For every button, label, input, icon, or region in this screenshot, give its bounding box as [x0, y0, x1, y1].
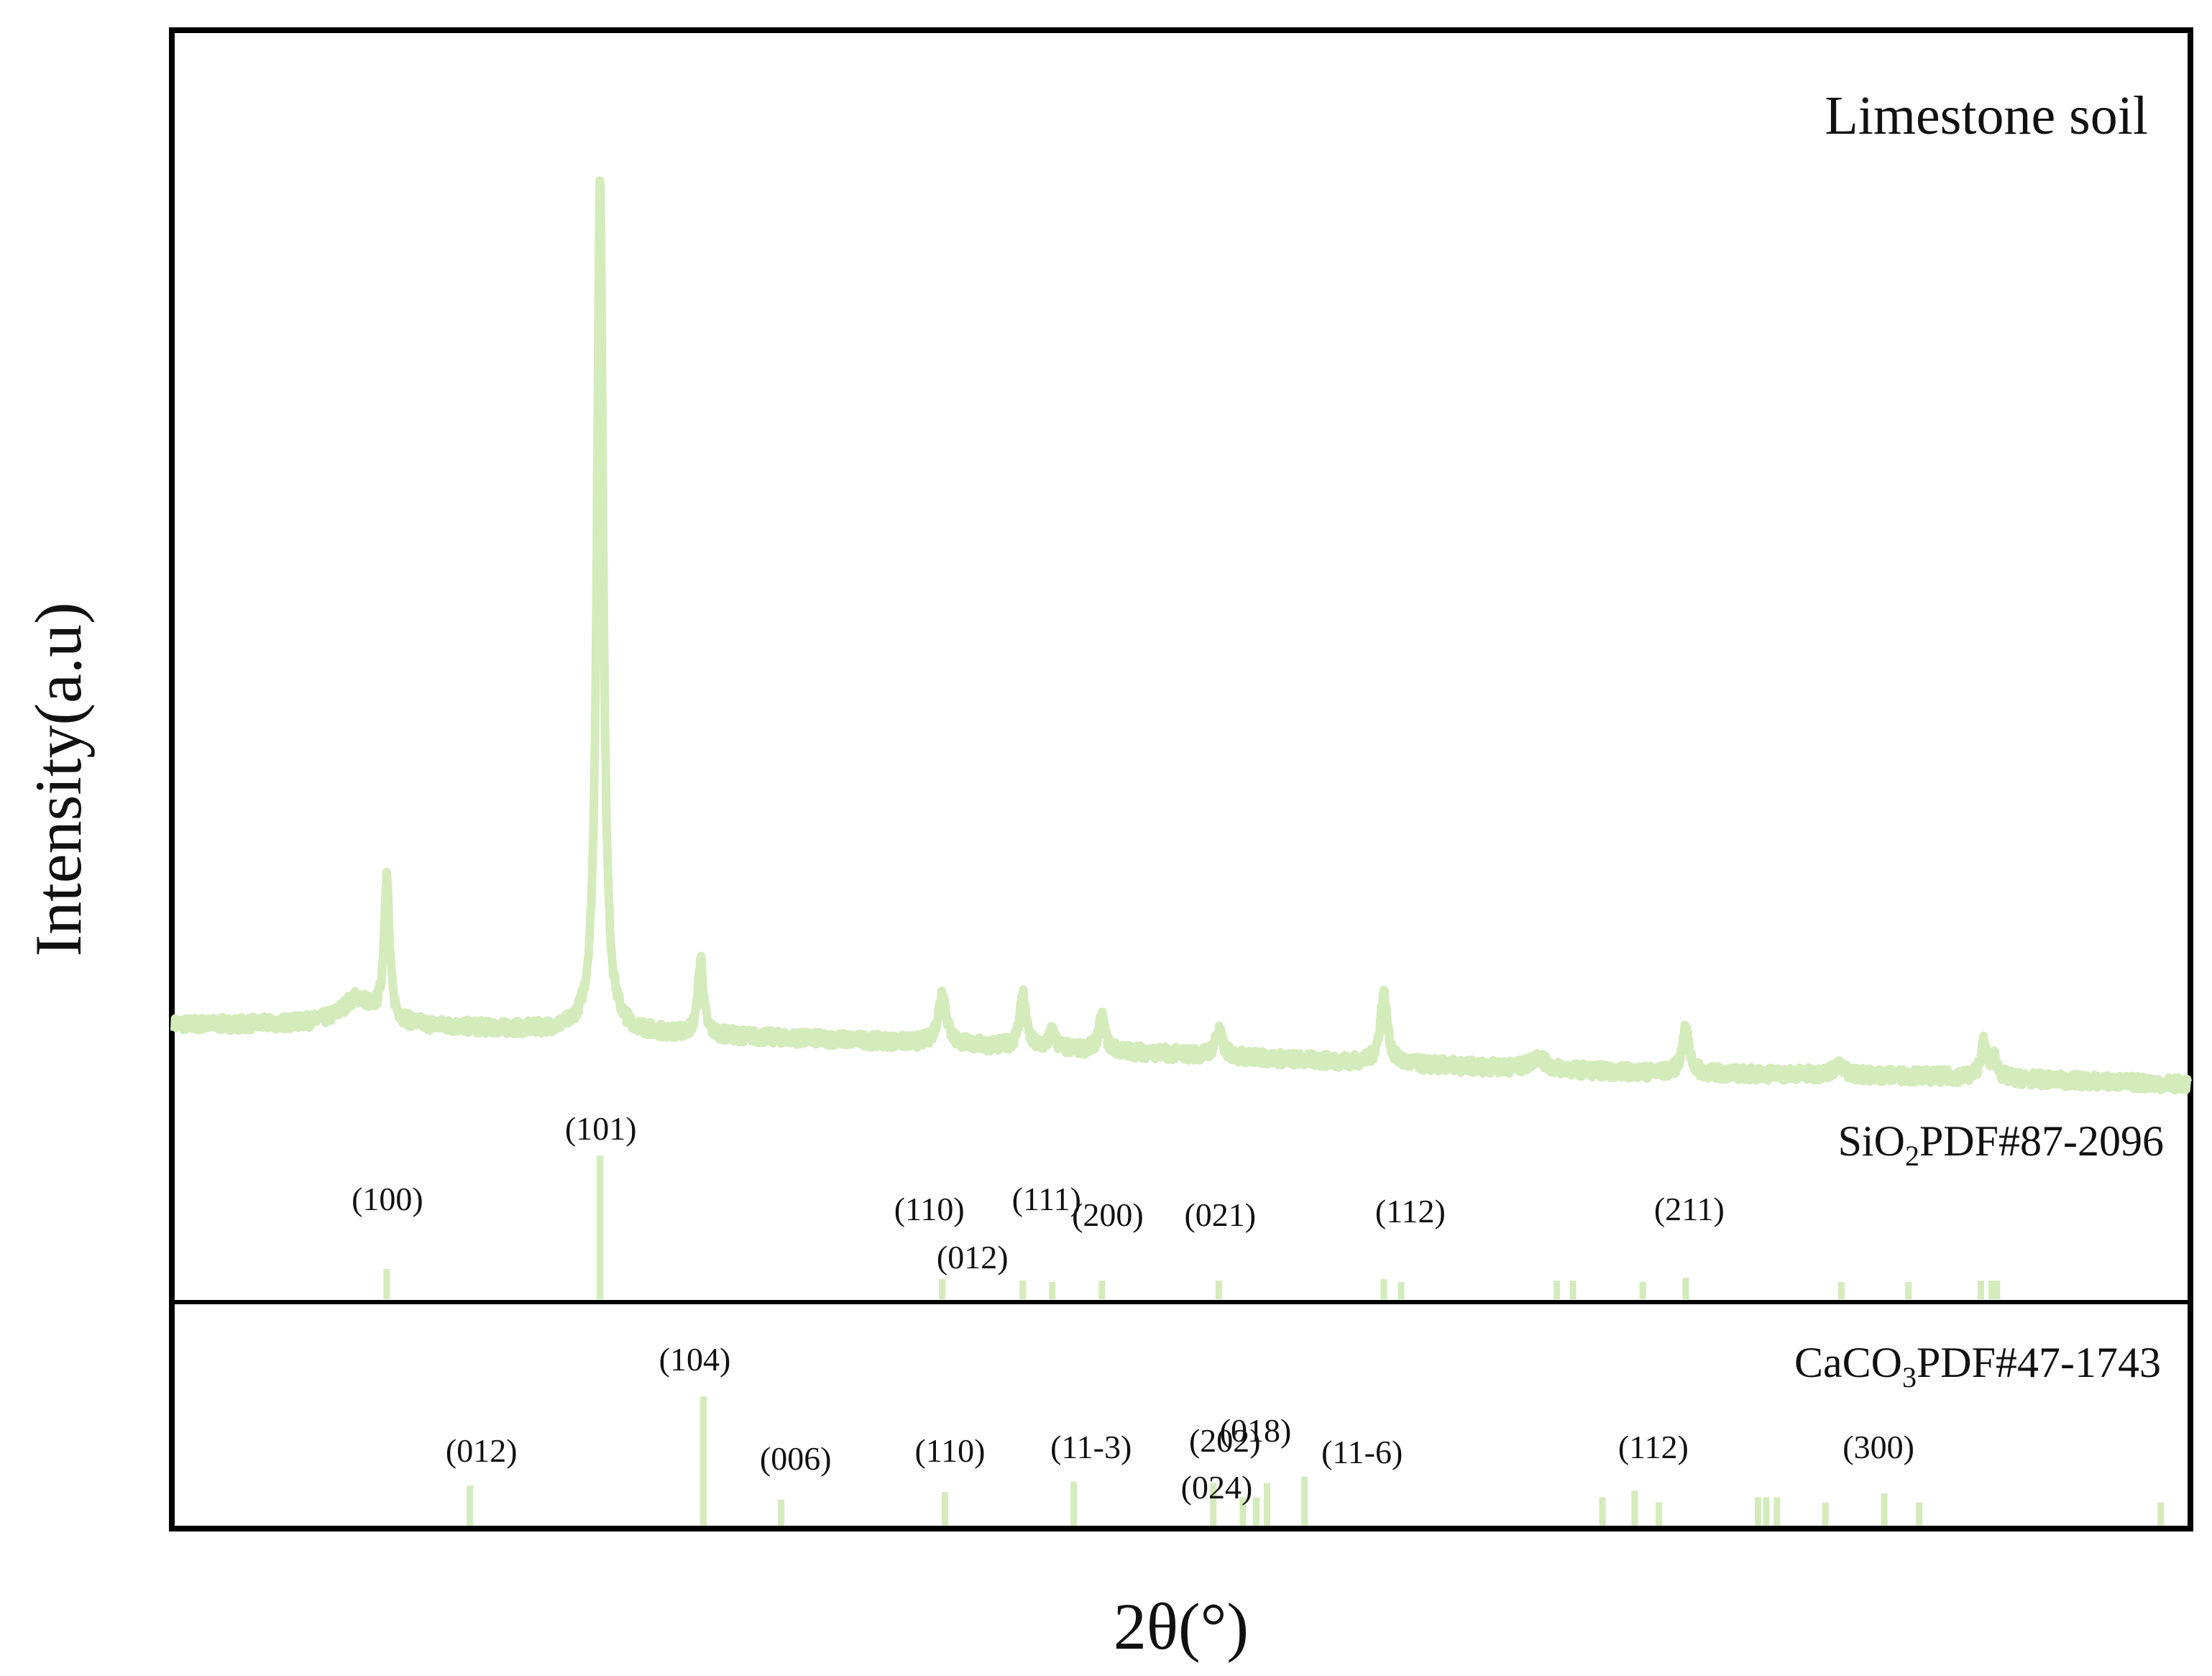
- hkl-label: (006): [760, 1440, 832, 1477]
- caco3-formula: CaCO: [1794, 1339, 1902, 1386]
- hkl-label: (11-3): [1050, 1429, 1132, 1465]
- hkl-label: (021): [1184, 1196, 1256, 1233]
- plot-frame: [169, 27, 2193, 1531]
- hkl-label: (104): [659, 1341, 731, 1378]
- hkl-label: (111): [1012, 1181, 1081, 1217]
- hkl-label: (110): [915, 1432, 986, 1469]
- hkl-label: (012): [937, 1239, 1009, 1276]
- hkl-label: (211): [1654, 1191, 1725, 1227]
- hkl-label: (101): [565, 1110, 637, 1147]
- hkl-label: (300): [1842, 1429, 1914, 1465]
- sample-pattern-line: [170, 176, 2192, 1095]
- caco3-reference-hkl-labels: (012) (104) (006) (110) (11-3) (202) (024) (018…: [446, 1341, 1914, 1506]
- sample-label: Limestone soil: [1825, 86, 2148, 146]
- hkl-label: (11-6): [1321, 1434, 1403, 1470]
- sio2-subscript: 2: [1905, 1140, 1919, 1172]
- hkl-label: (024): [1181, 1469, 1253, 1506]
- x-axis-title: 2θ(°): [1114, 1590, 1249, 1663]
- hkl-label: (100): [352, 1181, 423, 1217]
- sio2-pdf-card: PDF#87-2096: [1919, 1117, 2164, 1165]
- caco3-reference-lines: [467, 1396, 2165, 1526]
- hkl-label: (018): [1220, 1412, 1292, 1449]
- caco3-subscript: 3: [1902, 1361, 1917, 1393]
- sio2-reference-hkl-labels: (100) (101) (110) (012)(111)(200) (021) (112)…: [352, 1110, 1725, 1276]
- sio2-formula: SiO: [1838, 1117, 1905, 1165]
- hkl-label: (110): [894, 1191, 965, 1227]
- hkl-label: (112): [1375, 1193, 1446, 1229]
- hkl-label: (202): [1189, 1422, 1261, 1459]
- hkl-label: (012): [446, 1432, 518, 1469]
- hkl-label: (200): [1072, 1196, 1144, 1233]
- hkl-label: (112): [1618, 1429, 1689, 1465]
- sio2-reference-lines: [383, 1155, 2001, 1299]
- sample-pattern-group: [170, 176, 2192, 1095]
- y-axis-title: Intensity(a.u): [22, 602, 95, 956]
- sio2-reference-title: SiO2PDF#87-2096: [1838, 1117, 2164, 1172]
- caco3-pdf-card: PDF#47-1743: [1917, 1339, 2161, 1386]
- caco3-reference-title: CaCO3PDF#47-1743: [1794, 1339, 2161, 1393]
